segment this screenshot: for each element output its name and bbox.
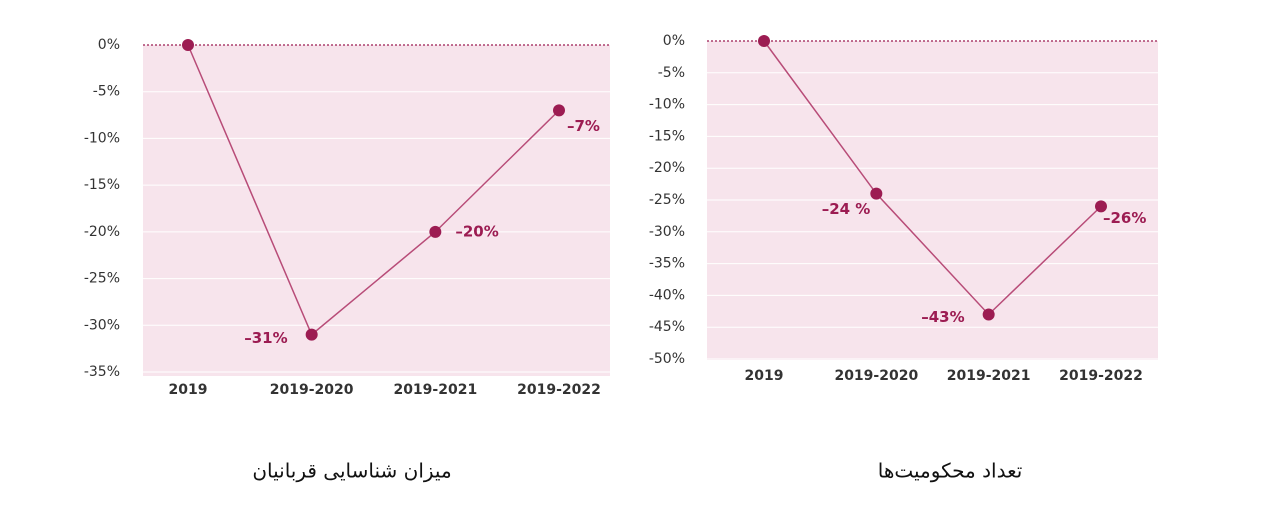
x-tick-label: 2019	[745, 368, 784, 384]
marker	[182, 39, 194, 51]
y-tick-label: -25%	[84, 271, 120, 287]
y-tick-label: -15%	[84, 177, 120, 193]
marker	[553, 104, 565, 117]
y-tick-label: -10%	[84, 130, 120, 146]
x-tick-label: 2019-2022	[517, 382, 601, 398]
y-tick-label: -5%	[658, 65, 685, 81]
value-label: –26%	[1103, 209, 1146, 227]
y-tick-label: -35%	[649, 256, 685, 272]
marker	[429, 225, 442, 238]
plot-background	[143, 45, 610, 376]
y-tick-label: -20%	[649, 160, 685, 176]
y-tick-label: -20%	[84, 224, 120, 240]
chart-title: میزان شناسایی قربانیان	[252, 459, 451, 483]
value-label: –31%	[244, 329, 287, 347]
y-tick-label: -45%	[649, 319, 685, 335]
y-tick-label: -50%	[649, 351, 685, 367]
line	[763, 40, 1102, 316]
chart-title: تعداد محکومیت‌ها	[878, 459, 1023, 483]
y-tick-label: -25%	[649, 192, 685, 208]
y-tick-label: -40%	[649, 287, 685, 303]
y-tick-label: -5%	[93, 84, 120, 100]
marker	[1095, 200, 1107, 213]
y-tick-label: -35%	[84, 364, 120, 380]
value-label: –20%	[455, 222, 498, 240]
line	[187, 44, 560, 336]
y-tick-label: -30%	[649, 224, 685, 240]
y-tick-label: -30%	[84, 317, 120, 333]
marker	[982, 308, 995, 321]
x-tick-label: 2019-2021	[947, 368, 1031, 384]
x-tick-label: 2019	[169, 382, 208, 398]
y-tick-label: -15%	[649, 128, 685, 144]
y-tick-label: 0%	[663, 33, 685, 49]
marker	[870, 187, 883, 200]
marker	[305, 328, 318, 341]
value-label: –7%	[567, 117, 600, 135]
value-label: –24 %	[822, 200, 871, 218]
x-tick-label: 2019-2020	[270, 382, 354, 398]
x-tick-label: 2019-2020	[834, 368, 918, 384]
value-label: –43%	[921, 308, 964, 326]
x-tick-label: 2019-2021	[393, 382, 477, 398]
marker	[758, 35, 770, 47]
y-tick-label: -10%	[649, 97, 685, 113]
y-tick-label: 0%	[98, 37, 120, 53]
x-tick-label: 2019-2022	[1059, 368, 1143, 384]
